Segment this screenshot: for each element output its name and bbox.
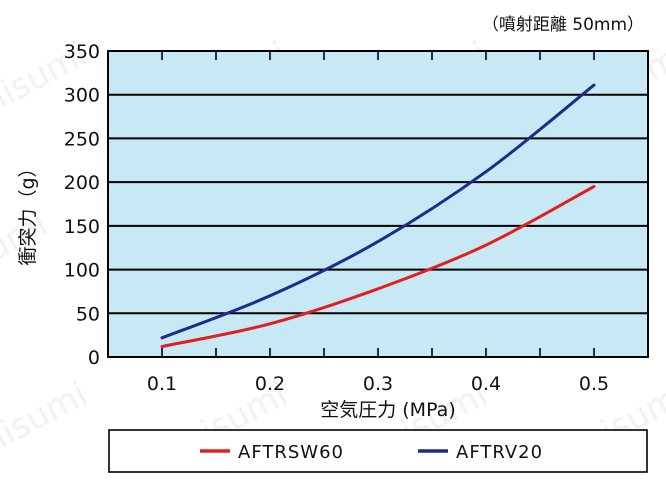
legend-label-aftrsw60: AFTRSW60 <box>238 442 344 463</box>
plot-frame <box>107 50 649 358</box>
x-tick-label: 0.4 <box>471 373 501 395</box>
chart-note: （噴射距離 50mm） <box>482 15 644 35</box>
y-tick-labels: 0 50 100 150 200 250 300 350 <box>64 41 100 369</box>
x-tick-label: 0.5 <box>579 373 609 395</box>
y-axis-label: 衝突力（g） <box>17 158 39 265</box>
watermark-text: misumi <box>0 374 94 468</box>
y-tick-label: 200 <box>64 172 100 194</box>
series-layer <box>160 83 596 348</box>
legend-box <box>108 429 648 473</box>
x-tick-labels: 0.1 0.2 0.3 0.4 0.5 <box>147 373 609 395</box>
y-tick-label: 350 <box>64 41 100 63</box>
y-tick-label: 0 <box>88 347 100 369</box>
legend: AFTRSW60 AFTRV20 <box>200 442 543 463</box>
plot-area <box>108 51 648 357</box>
series-line-aftrsw60 <box>160 185 596 348</box>
x-tick-label: 0.2 <box>255 373 285 395</box>
y-tick-label: 150 <box>64 216 100 238</box>
x-tick-label: 0.1 <box>147 373 177 395</box>
y-tick-label: 100 <box>64 260 100 282</box>
x-tick-marks <box>161 51 595 357</box>
y-tick-label: 300 <box>64 85 100 107</box>
legend-label-aftrv20: AFTRV20 <box>456 442 543 463</box>
x-tick-label: 0.3 <box>363 373 393 395</box>
series-line-aftrv20 <box>160 83 596 340</box>
y-tick-label: 50 <box>76 303 100 325</box>
y-tick-label: 250 <box>64 128 100 150</box>
x-axis-label: 空気圧力 (MPa) <box>320 399 456 421</box>
grid-lines <box>108 93 648 315</box>
